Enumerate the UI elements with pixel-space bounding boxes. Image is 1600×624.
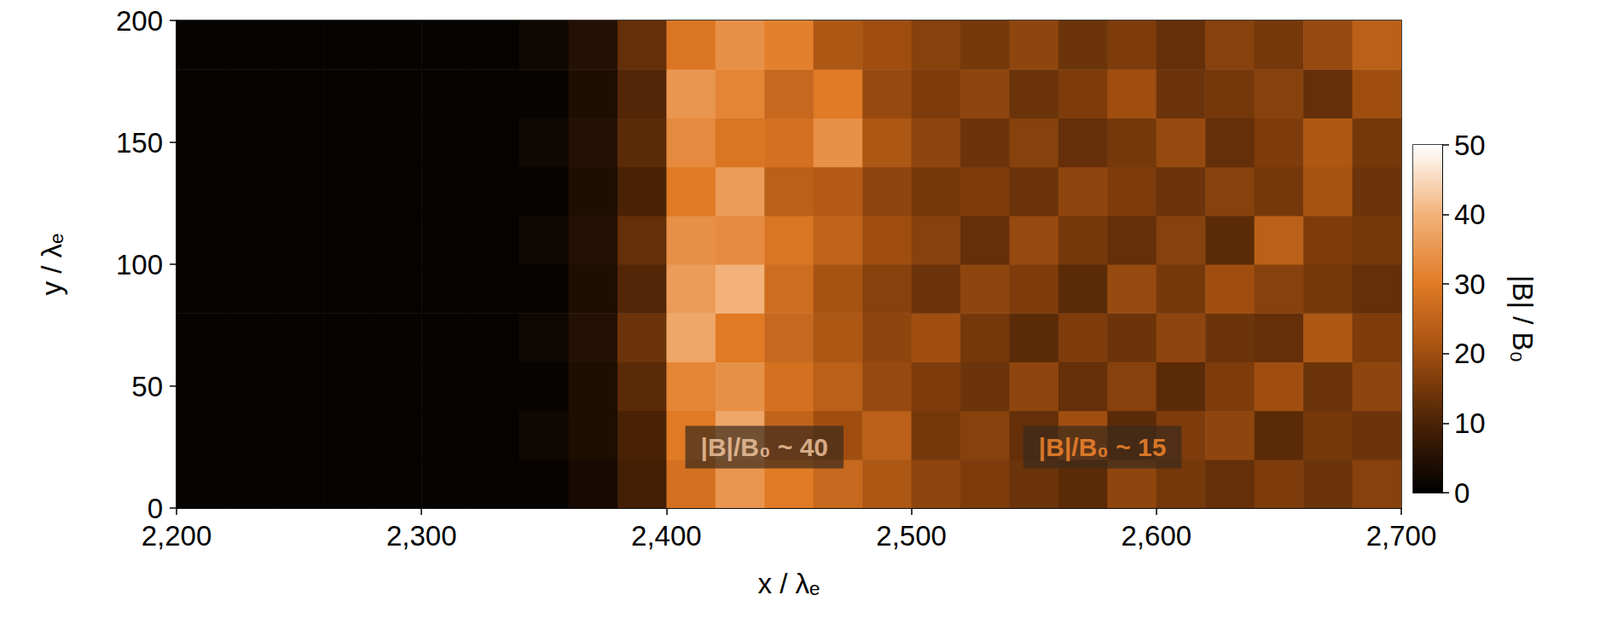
svg-text:2,400: 2,400	[631, 520, 702, 552]
svg-text:0: 0	[1454, 477, 1470, 510]
svg-text:2,600: 2,600	[1121, 520, 1193, 552]
svg-text:2,200: 2,200	[141, 520, 213, 552]
svg-text:2,300: 2,300	[386, 520, 458, 552]
svg-text:0: 0	[147, 492, 163, 525]
svg-text:x / λₑ: x / λₑ	[758, 568, 821, 600]
svg-text:20: 20	[1454, 337, 1486, 370]
svg-text:50: 50	[1454, 129, 1486, 162]
svg-text:150: 150	[115, 127, 163, 159]
svg-text:200: 200	[115, 5, 163, 37]
svg-text:y / λₑ: y / λₑ	[35, 233, 68, 296]
svg-text:2,700: 2,700	[1366, 520, 1438, 552]
svg-text:40: 40	[1454, 198, 1486, 231]
svg-text:|B|/B₀ ~ 40: |B|/B₀ ~ 40	[701, 433, 829, 462]
svg-text:30: 30	[1454, 268, 1486, 301]
svg-text:2,500: 2,500	[875, 520, 947, 552]
svg-text:50: 50	[131, 371, 163, 403]
svg-text:|B| / B₀: |B| / B₀	[1507, 275, 1539, 363]
svg-text:100: 100	[115, 249, 163, 281]
svg-text:10: 10	[1454, 407, 1486, 440]
svg-text:|B|/B₀ ~ 15: |B|/B₀ ~ 15	[1038, 433, 1167, 462]
